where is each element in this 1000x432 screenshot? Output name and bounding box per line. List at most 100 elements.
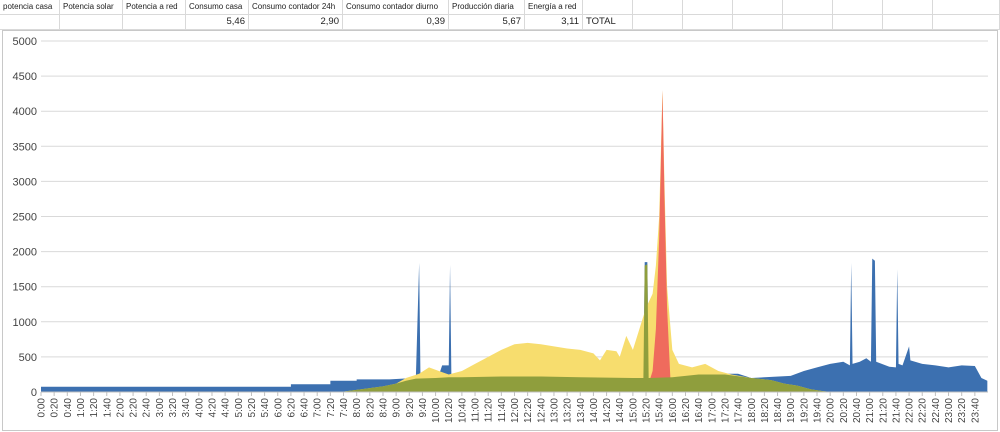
- area-series-house: [41, 258, 988, 392]
- value-cell-empty[interactable]: [883, 15, 933, 30]
- x-tick-label: 21:20: [878, 398, 889, 423]
- spreadsheet-label-row: potencia casa Potencia solar Potencia a …: [0, 0, 1000, 15]
- x-tick-label: 9:20: [405, 398, 416, 418]
- x-tick-label: 5:00: [234, 398, 245, 418]
- x-tick-label: 21:40: [891, 398, 902, 423]
- x-tick-label: 11:20: [484, 398, 495, 423]
- x-tick-label: 12:20: [523, 398, 534, 423]
- x-tick-label: 13:40: [576, 398, 587, 423]
- value-cell-empty[interactable]: [783, 15, 833, 30]
- header-cell-empty[interactable]: [683, 0, 733, 15]
- header-cell-consumo-casa[interactable]: Consumo casa: [186, 0, 249, 15]
- x-tick-label: 6:00: [273, 398, 284, 418]
- header-cell-potencia-red[interactable]: Potencia a red: [123, 0, 186, 15]
- x-tick-label: 7:40: [339, 398, 350, 418]
- x-tick-label: 5:20: [247, 398, 258, 418]
- y-tick-label: 2000: [13, 247, 37, 259]
- x-tick-label: 7:00: [313, 398, 324, 418]
- total-label-cell[interactable]: TOTAL: [583, 15, 633, 30]
- x-tick-label: 6:40: [300, 398, 311, 418]
- value-cell-empty[interactable]: [60, 15, 123, 30]
- value-cell-produccion-diaria[interactable]: 5,67: [449, 15, 525, 30]
- x-tick-label: 14:20: [602, 398, 613, 423]
- x-tick-label: 0:20: [50, 398, 61, 418]
- x-tick-label: 17:20: [720, 398, 731, 423]
- x-tick-label: 4:00: [194, 398, 205, 418]
- value-cell-empty[interactable]: [833, 15, 883, 30]
- x-tick-label: 18:00: [747, 398, 758, 423]
- header-cell-empty[interactable]: [833, 0, 883, 15]
- header-cell-potencia-casa[interactable]: potencia casa: [0, 0, 60, 15]
- x-tick-label: 6:20: [286, 398, 297, 418]
- power-area-chart: 0 500 1000 1500 2000 2500 3000 3500 4000 4500 5000…: [13, 36, 988, 423]
- x-tick-label: 17:00: [707, 398, 718, 423]
- value-cell-empty[interactable]: [633, 15, 683, 30]
- header-cell-empty[interactable]: [783, 0, 833, 15]
- chart-area[interactable]: 0 500 1000 1500 2000 2500 3000 3500 4000 4500 5000…: [2, 30, 998, 431]
- header-cell-empty[interactable]: [883, 0, 933, 15]
- x-tick-label: 15:00: [628, 398, 639, 423]
- x-tick-label: 2:00: [115, 398, 126, 418]
- x-tick-label: 1:40: [102, 398, 113, 418]
- area-series-solar: [41, 90, 988, 392]
- value-cell-empty[interactable]: [933, 15, 1000, 30]
- header-cell-energia-red[interactable]: Energía a red: [525, 0, 583, 15]
- spreadsheet-header: potencia casa Potencia solar Potencia a …: [0, 0, 1000, 30]
- x-tick-label: 3:40: [181, 398, 192, 418]
- y-tick-label: 1000: [13, 317, 37, 329]
- x-tick-label: 0:00: [37, 398, 48, 418]
- value-cell-energia-red[interactable]: 3,11: [525, 15, 583, 30]
- x-tick-label: 13:00: [549, 398, 560, 423]
- y-tick-label: 2500: [13, 212, 37, 224]
- value-cell-empty[interactable]: [733, 15, 783, 30]
- x-tick-label: 7:20: [326, 398, 337, 418]
- x-tick-label: 10:40: [457, 398, 468, 423]
- header-cell-empty[interactable]: [933, 0, 1000, 15]
- x-tick-label: 13:20: [563, 398, 574, 423]
- spreadsheet-value-row: 5,46 2,90 0,39 5,67 3,11 TOTAL: [0, 15, 1000, 30]
- x-tick-label: 19:20: [799, 398, 810, 423]
- header-cell-produccion-diaria[interactable]: Producción diaria: [449, 0, 525, 15]
- value-cell-empty[interactable]: [0, 15, 60, 30]
- x-tick-label: 1:20: [89, 398, 100, 418]
- x-tick-label: 21:00: [865, 398, 876, 423]
- header-cell-empty[interactable]: [583, 0, 633, 15]
- x-tick-label: 3:20: [168, 398, 179, 418]
- x-tick-label: 20:40: [852, 398, 863, 423]
- x-tick-label: 14:40: [615, 398, 626, 423]
- x-tick-label: 23:20: [957, 398, 968, 423]
- x-tick-label: 15:20: [642, 398, 653, 423]
- header-cell-consumo-contador-24h[interactable]: Consumo contador 24h: [249, 0, 343, 15]
- value-cell-consumo-contador-diurno[interactable]: 0,39: [343, 15, 449, 30]
- x-tick-label: 8:20: [365, 398, 376, 418]
- value-cell-consumo-contador-24h[interactable]: 2,90: [249, 15, 343, 30]
- header-cell-empty[interactable]: [633, 0, 683, 15]
- x-tick-label: 18:20: [760, 398, 771, 423]
- value-cell-consumo-casa[interactable]: 5,46: [186, 15, 249, 30]
- value-cell-empty[interactable]: [683, 15, 733, 30]
- x-tick-label: 20:00: [826, 398, 837, 423]
- x-tick-label: 9:40: [418, 398, 429, 418]
- header-cell-consumo-contador-diurno[interactable]: Consumo contador diurno: [343, 0, 449, 15]
- value-cell-empty[interactable]: [123, 15, 186, 30]
- x-tick-label: 16:40: [694, 398, 705, 423]
- x-tick-label: 23:00: [944, 398, 955, 423]
- x-tick-label: 2:20: [129, 398, 140, 418]
- y-tick-label: 4500: [13, 71, 37, 83]
- x-tick-label: 22:20: [918, 398, 929, 423]
- x-tick-label: 14:00: [589, 398, 600, 423]
- y-tick-label: 500: [19, 352, 37, 364]
- x-tick-label: 16:20: [681, 398, 692, 423]
- y-tick-label: 4000: [13, 106, 37, 118]
- x-tick-label: 5:40: [260, 398, 271, 418]
- x-tick-label: 22:00: [905, 398, 916, 423]
- header-cell-potencia-solar[interactable]: Potencia solar: [60, 0, 123, 15]
- header-cell-empty[interactable]: [733, 0, 783, 15]
- y-tick-label: 0: [31, 387, 37, 399]
- x-tick-label: 12:00: [510, 398, 521, 423]
- x-tick-label: 0:40: [63, 398, 74, 418]
- x-tick-label: 23:40: [970, 398, 981, 423]
- y-tick-label: 1500: [13, 282, 37, 294]
- x-tick-label: 11:00: [471, 398, 482, 423]
- x-tick-label: 10:20: [444, 398, 455, 423]
